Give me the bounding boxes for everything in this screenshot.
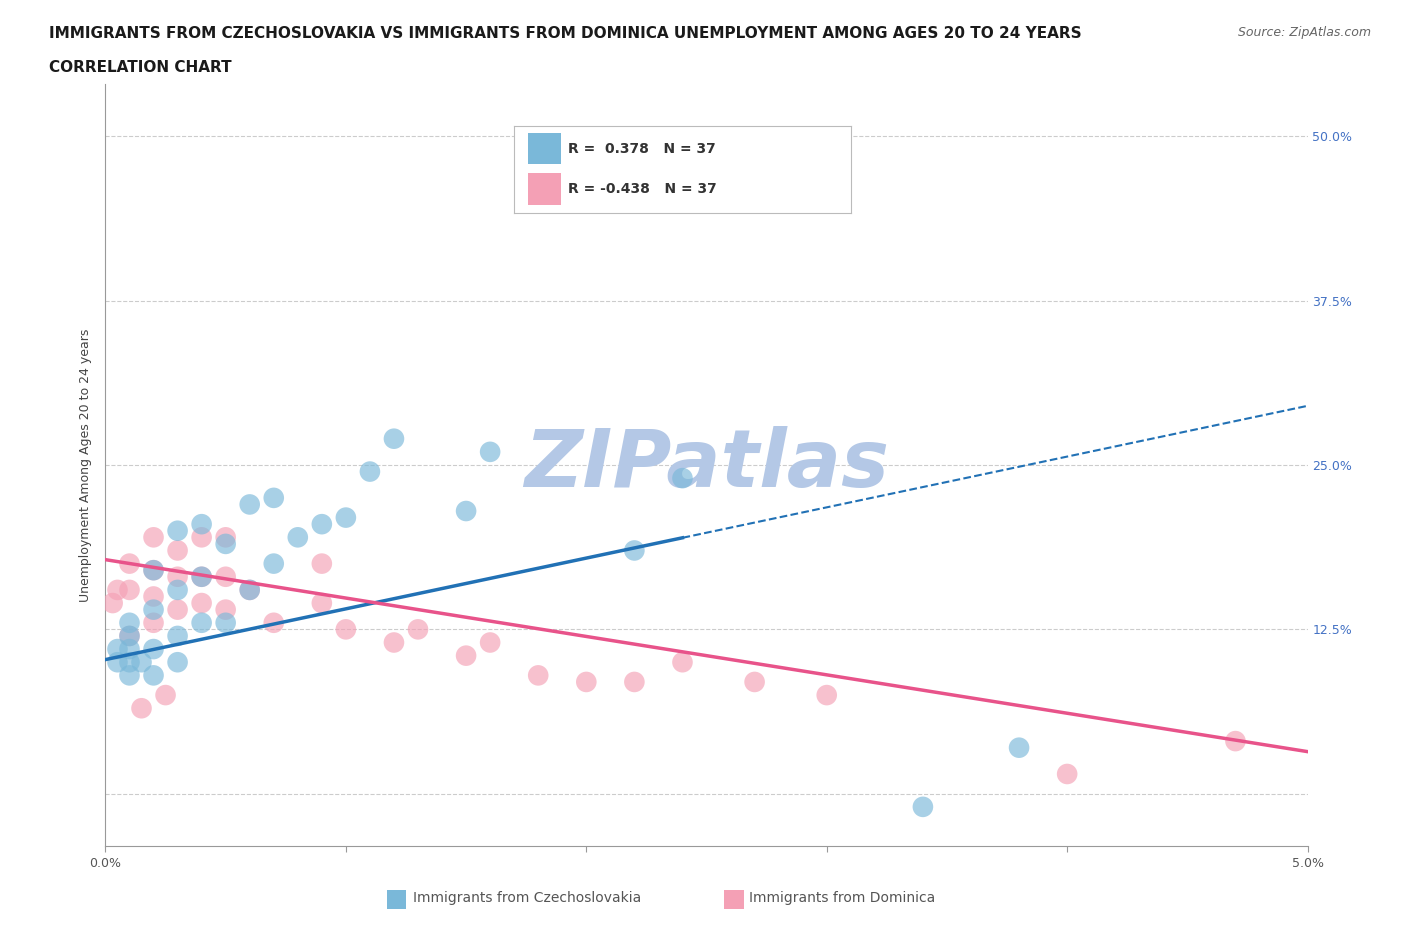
Point: [623, 674, 645, 689]
Point: [190, 569, 212, 584]
Point: [155, 687, 177, 702]
Point: [118, 642, 141, 657]
Point: [142, 589, 165, 604]
Point: [190, 595, 212, 610]
Point: [214, 569, 236, 584]
Point: [166, 569, 188, 584]
Bar: [527, 133, 561, 165]
Point: [142, 616, 165, 631]
Point: [142, 530, 165, 545]
Point: [623, 543, 645, 558]
Point: [263, 556, 285, 571]
Point: [454, 503, 477, 518]
Point: [454, 648, 477, 663]
Text: R = -0.438   N = 37: R = -0.438 N = 37: [568, 181, 717, 196]
Point: [166, 629, 188, 644]
Y-axis label: Unemployment Among Ages 20 to 24 years: Unemployment Among Ages 20 to 24 years: [79, 328, 93, 602]
Point: [214, 530, 236, 545]
Bar: [527, 173, 561, 205]
Point: [551, 188, 574, 203]
Point: [335, 511, 357, 525]
Point: [382, 635, 405, 650]
Text: ZIPatlas: ZIPatlas: [524, 426, 889, 504]
Point: [142, 642, 165, 657]
Point: [166, 543, 188, 558]
Point: [1008, 740, 1031, 755]
Text: Immigrants from Dominica: Immigrants from Dominica: [749, 891, 935, 906]
Point: [142, 563, 165, 578]
Point: [1056, 766, 1078, 781]
Text: Immigrants from Czechoslovakia: Immigrants from Czechoslovakia: [413, 891, 641, 906]
Text: Source: ZipAtlas.com: Source: ZipAtlas.com: [1237, 26, 1371, 39]
Point: [575, 674, 598, 689]
Point: [527, 668, 550, 683]
Point: [118, 616, 141, 631]
Point: [118, 629, 141, 644]
Point: [406, 622, 429, 637]
Point: [479, 445, 502, 459]
Point: [479, 635, 502, 650]
Point: [118, 582, 141, 597]
Point: [107, 655, 129, 670]
Point: [287, 530, 309, 545]
Text: R =  0.378   N = 37: R = 0.378 N = 37: [568, 142, 716, 156]
Point: [744, 674, 766, 689]
Point: [359, 464, 381, 479]
Point: [214, 603, 236, 618]
Point: [263, 616, 285, 631]
Point: [671, 471, 693, 485]
Point: [311, 517, 333, 532]
Point: [671, 655, 693, 670]
Point: [311, 595, 333, 610]
Point: [131, 655, 153, 670]
Point: [107, 642, 129, 657]
Text: IMMIGRANTS FROM CZECHOSLOVAKIA VS IMMIGRANTS FROM DOMINICA UNEMPLOYMENT AMONG AG: IMMIGRANTS FROM CZECHOSLOVAKIA VS IMMIGR…: [49, 26, 1081, 41]
Point: [101, 595, 124, 610]
Point: [335, 622, 357, 637]
Point: [142, 603, 165, 618]
Text: CORRELATION CHART: CORRELATION CHART: [49, 60, 232, 75]
Point: [311, 556, 333, 571]
Point: [239, 582, 262, 597]
Point: [190, 517, 212, 532]
Point: [815, 687, 838, 702]
Point: [107, 582, 129, 597]
Point: [118, 556, 141, 571]
Point: [131, 701, 153, 716]
Point: [911, 800, 934, 815]
Point: [166, 524, 188, 538]
Point: [118, 668, 141, 683]
Point: [1225, 734, 1247, 749]
Point: [382, 432, 405, 446]
Point: [263, 490, 285, 505]
Point: [239, 582, 262, 597]
Point: [214, 537, 236, 551]
Point: [166, 655, 188, 670]
Point: [118, 655, 141, 670]
Point: [142, 668, 165, 683]
Point: [214, 616, 236, 631]
Point: [142, 563, 165, 578]
Point: [166, 603, 188, 618]
Point: [239, 497, 262, 512]
Point: [190, 616, 212, 631]
Point: [118, 629, 141, 644]
Point: [190, 530, 212, 545]
Point: [166, 582, 188, 597]
Point: [190, 569, 212, 584]
